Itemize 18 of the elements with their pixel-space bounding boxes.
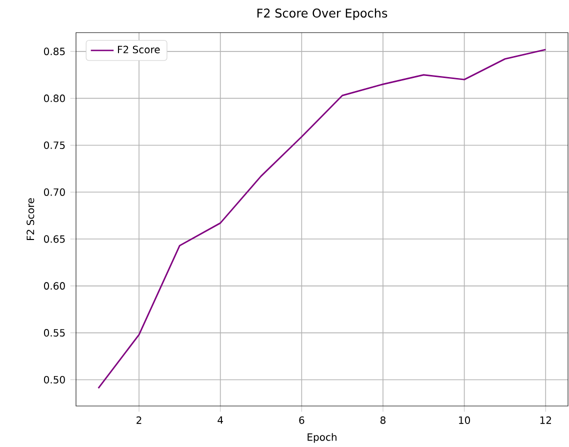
chart-title: F2 Score Over Epochs <box>257 8 388 20</box>
y-tick-label: 0.65 <box>44 235 65 243</box>
x-tick-label: 8 <box>380 416 386 424</box>
x-tick-label: 12 <box>540 416 551 424</box>
y-axis-title: F2 Score <box>26 198 34 240</box>
y-tick-label: 0.50 <box>44 376 65 384</box>
y-tick-label: 0.60 <box>44 282 65 290</box>
y-tick-label: 0.75 <box>44 141 65 149</box>
y-tick-label: 0.80 <box>44 94 65 102</box>
y-tick-label: 0.55 <box>44 328 65 337</box>
legend-label: F2 Score <box>118 46 160 54</box>
x-tick-label: 6 <box>299 416 304 424</box>
x-tick-label: 2 <box>136 416 142 424</box>
y-tick-label: 0.85 <box>44 48 65 56</box>
x-tick-label: 4 <box>218 416 223 424</box>
y-tick-label: 0.70 <box>44 188 65 196</box>
x-tick-label: 10 <box>459 416 470 424</box>
x-axis-title: Epoch <box>308 433 336 443</box>
